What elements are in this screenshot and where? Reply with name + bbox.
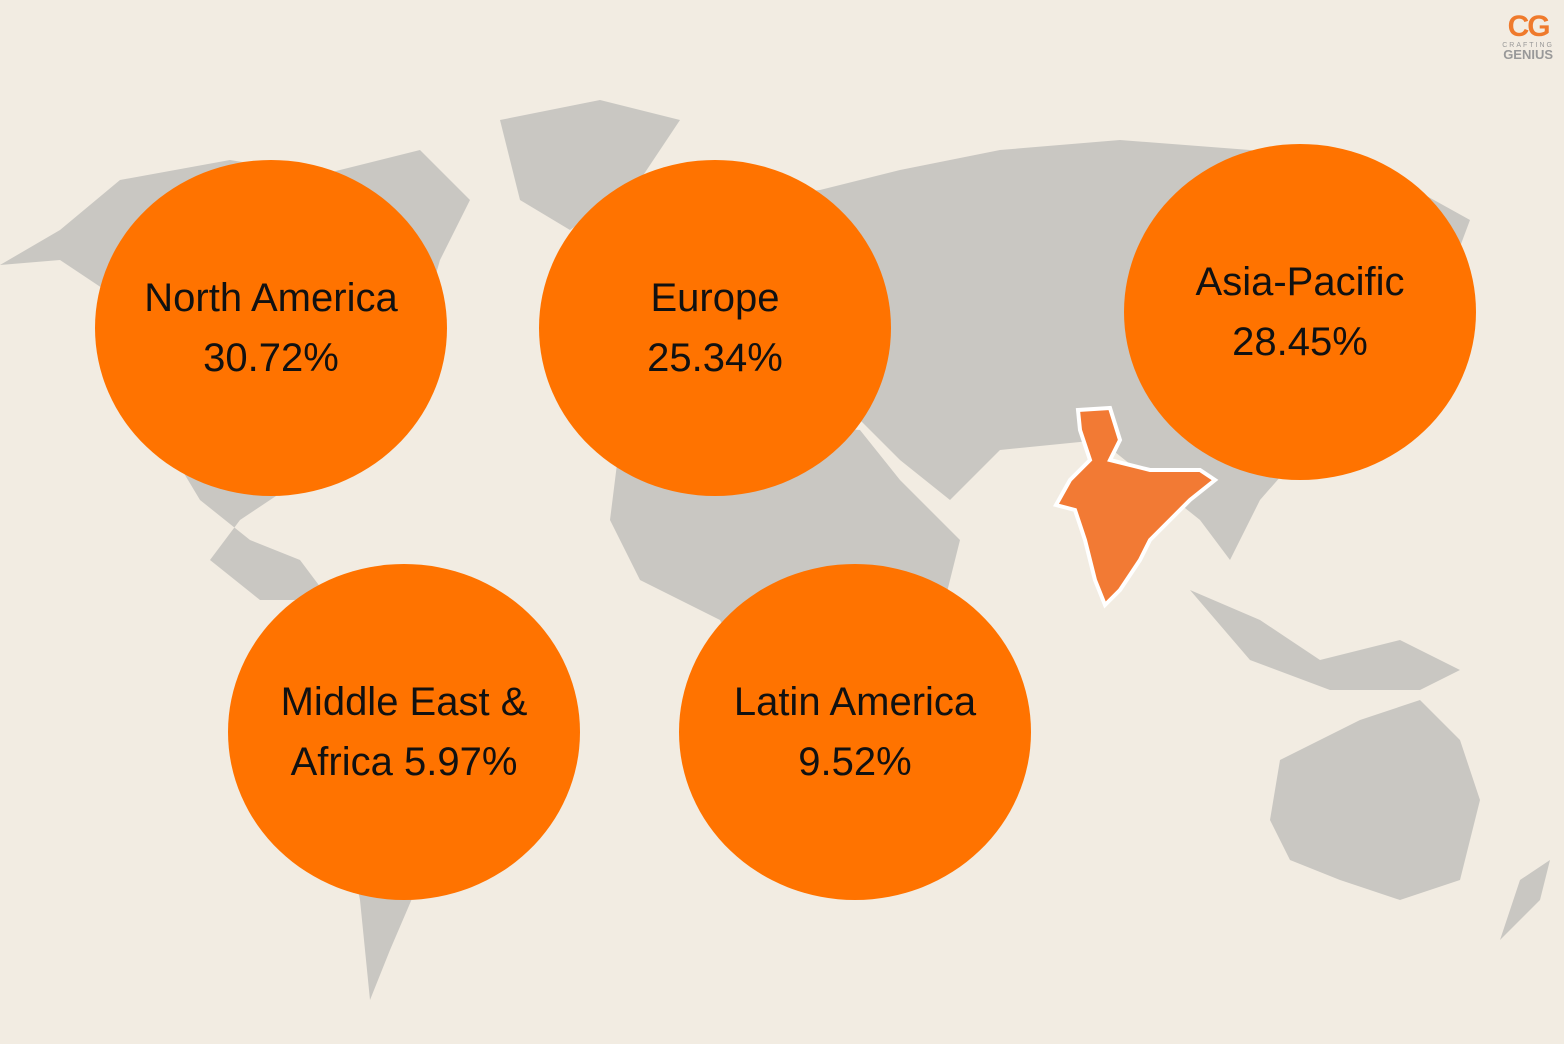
region-name: Europe <box>650 276 780 320</box>
region-bubble: Asia-Pacific 28.45% <box>1124 144 1476 480</box>
region-share: 30.72% <box>203 336 339 380</box>
region-share: 28.45% <box>1232 320 1368 364</box>
southeast-asia <box>1190 590 1460 690</box>
india <box>1052 405 1219 609</box>
region-name: Latin America <box>733 680 977 724</box>
region-name: Middle East & <box>280 680 528 724</box>
logo-text: CRAFTING <box>1502 42 1554 49</box>
region-bubble: Latin America 9.52% <box>679 564 1031 900</box>
region-name: North America <box>144 276 398 320</box>
region-share: 9.52% <box>798 740 912 784</box>
region-bubble: North America 30.72% <box>95 160 447 496</box>
logo: CG CRAFTING GENIUS <box>1502 10 1554 62</box>
region-share: 25.34% <box>647 336 783 380</box>
region-bubble: Europe 25.34% <box>539 160 891 496</box>
logo-text: GENIUS <box>1503 47 1554 62</box>
australia <box>1270 700 1480 900</box>
logo-mark: CG <box>1507 10 1551 43</box>
region-share: Africa 5.97% <box>290 740 518 784</box>
greenland <box>500 100 680 230</box>
region-name: Asia-Pacific <box>1195 260 1405 304</box>
region-bubble: Middle East & Africa 5.97% <box>228 564 580 900</box>
new-zealand <box>1500 860 1550 940</box>
